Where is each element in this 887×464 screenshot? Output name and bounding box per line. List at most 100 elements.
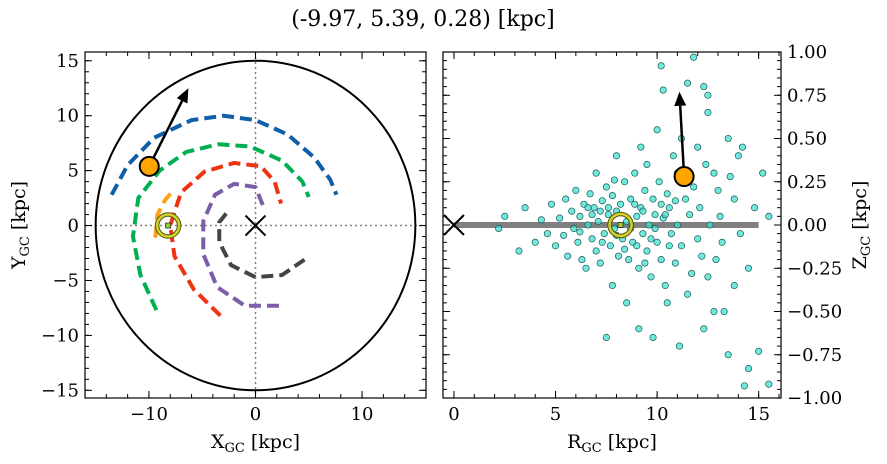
scatter-point (700, 83, 708, 91)
scatter-point (740, 382, 748, 390)
scatter-point (765, 212, 773, 220)
scatter-point (657, 62, 665, 70)
left-panel: −10 0 10 −15 −10 −5 0 5 10 15 XGC [kpc] YGC [kpc] (8, 51, 427, 456)
scatter-point (614, 252, 623, 260)
scatter-point (501, 212, 509, 220)
x-tick-label: 15 (747, 404, 770, 425)
scatter-point (594, 217, 602, 226)
scatter-point (704, 109, 712, 117)
scatter-point (547, 200, 556, 208)
scatter-point (730, 281, 738, 290)
scatter-point (655, 178, 663, 186)
scatter-point (576, 212, 584, 220)
scatter-point (704, 91, 712, 99)
scatter-point (635, 264, 643, 272)
scatter-point (537, 216, 545, 224)
scatter-point (659, 86, 667, 94)
x-tick-label: 5 (550, 404, 561, 425)
scatter-point (712, 256, 720, 264)
y-tick-label: 0.75 (787, 85, 827, 106)
spiral-arm-1 (130, 142, 311, 311)
spiral-arm-4 (201, 181, 279, 308)
y-tick-label: 0.25 (787, 172, 827, 193)
scatter-point (714, 186, 722, 194)
scatter-point (649, 195, 657, 203)
scatter-point (726, 173, 734, 181)
scatter-point (531, 238, 539, 246)
spiral-arm-5 (217, 208, 306, 280)
scatter-point (744, 365, 753, 373)
scatter-point (631, 169, 639, 177)
y-tick-label: −1.00 (787, 388, 842, 409)
scatter-point (600, 230, 608, 238)
velocity-arrow-shaft (148, 100, 184, 167)
y-tick-label: 0 (68, 216, 79, 237)
scatter-point (661, 281, 669, 290)
scatter-point (596, 207, 604, 215)
scatter-point (765, 380, 773, 388)
scatter-point (700, 325, 708, 333)
right-panel: 0 5 10 15 −1.00 −0.75 −0.50 −0.25 0.00 0.25 0.50 0.… (442, 42, 874, 456)
scatter-point (645, 221, 653, 229)
y-tick-label: 5 (68, 161, 79, 182)
scatter-point (588, 235, 596, 243)
y-tick-label: −0.75 (787, 345, 842, 366)
scatter-point (673, 221, 681, 229)
y-tick-label: 10 (56, 106, 79, 127)
spiral-arm-3 (168, 160, 283, 318)
scatter-point (704, 273, 712, 281)
scatter-point (551, 242, 560, 250)
scatter-point (570, 224, 578, 233)
right-y-axis-label: ZGC [kpc] (849, 181, 874, 270)
scatter-point (706, 221, 714, 229)
scatter-point (584, 204, 592, 212)
scatter-point (724, 351, 732, 359)
scatter-point (681, 195, 690, 203)
scatter-point (639, 230, 647, 238)
y-tick-label: −0.50 (787, 302, 842, 323)
scatter-point (663, 190, 671, 198)
y-tick-label: −0.25 (787, 258, 842, 279)
scatter-point (651, 224, 659, 233)
sun-marker-ring-inner (155, 213, 181, 238)
scatter-point (495, 224, 503, 233)
scatter-point (694, 235, 702, 243)
scatter-point (574, 238, 582, 246)
galactic-center-marker (244, 214, 267, 237)
scatter-point (657, 200, 665, 208)
scatter-point (568, 207, 576, 215)
y-tick-label: −15 (41, 380, 79, 401)
x-tick-label: 0 (448, 404, 459, 425)
x-tick-label: 0 (250, 404, 261, 425)
scatter-point (657, 256, 665, 264)
object-marker (138, 155, 160, 177)
scatter-point (606, 242, 614, 250)
scatter-point (596, 259, 604, 267)
scatter-point (643, 247, 651, 255)
scatter-point (608, 281, 616, 290)
scatter-point (667, 230, 675, 238)
y-tick-label: 15 (56, 51, 79, 72)
scatter-point (665, 204, 673, 212)
y-tick-label: 1.00 (787, 42, 827, 63)
scatter-point (592, 169, 600, 177)
scatter-point (598, 197, 606, 205)
scatter-point (588, 211, 596, 219)
scatter-point (635, 325, 643, 333)
boundary-circle (94, 59, 417, 392)
scatter-point (684, 290, 692, 298)
scatter-point (627, 195, 635, 203)
scatter-point (625, 256, 633, 264)
scatter-point (631, 200, 639, 208)
scatter-point (730, 195, 738, 203)
scatter-point (582, 264, 590, 272)
scatter-point (598, 238, 606, 246)
scatter-point (736, 230, 744, 238)
left-plot-area (85, 52, 426, 398)
scatter-point (564, 252, 572, 260)
scatter-point (521, 204, 529, 212)
scatter-point (759, 169, 767, 177)
scatter-point (610, 176, 618, 184)
scatter-point (738, 143, 746, 151)
